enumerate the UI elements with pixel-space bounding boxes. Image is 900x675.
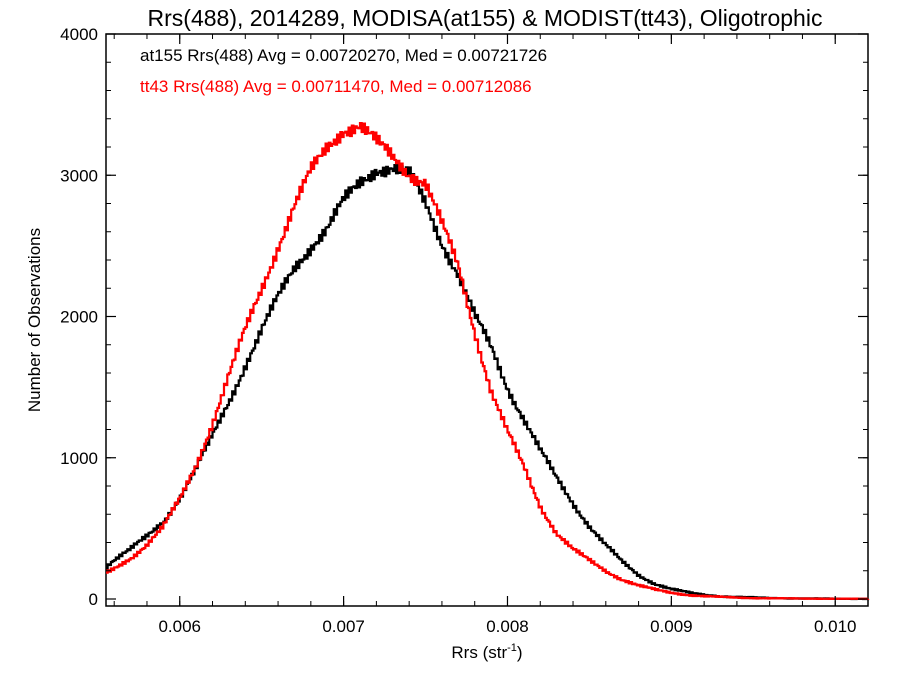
x-axis-label-suffix: ): [517, 643, 523, 662]
y-axis-label: Number of Observations: [25, 228, 44, 412]
series-line-at155: [106, 163, 870, 601]
legend-entry-tt43: tt43 Rrs(488) Avg = 0.00711470, Med = 0.…: [140, 77, 532, 96]
plot-frame: [105, 33, 869, 607]
x-axis: 0.006 0.007 0.008 0.009 0.010: [113, 34, 857, 636]
x-axis-label-main: Rrs (str: [451, 643, 507, 662]
x-tick-label-3: 0.009: [650, 617, 693, 636]
x-tick-label-0: 0.006: [158, 617, 201, 636]
x-axis-label: Rrs (str-1): [451, 642, 522, 662]
legend-entry-at155: at155 Rrs(488) Avg = 0.00720270, Med = 0…: [140, 46, 547, 65]
series-layer: [106, 121, 870, 601]
plot-area: [105, 33, 870, 607]
legend: at155 Rrs(488) Avg = 0.00720270, Med = 0…: [140, 46, 547, 96]
series-line-tt43: [106, 121, 870, 601]
x-tick-label-4: 0.010: [814, 617, 857, 636]
y-tick-label-2: 2000: [60, 308, 98, 327]
y-tick-label-1: 1000: [60, 449, 98, 468]
y-tick-label-4: 4000: [60, 25, 98, 44]
y-axis: 0 1000 2000 3000 4000: [60, 25, 868, 609]
x-axis-label-superscript: -1: [507, 642, 517, 654]
y-tick-label-0: 0: [89, 590, 98, 609]
x-tick-label-2: 0.008: [486, 617, 529, 636]
chart-title: Rrs(488), 2014289, MODISA(at155) & MODIS…: [148, 5, 823, 31]
x-tick-label-1: 0.007: [322, 617, 365, 636]
y-tick-label-3: 3000: [60, 166, 98, 185]
